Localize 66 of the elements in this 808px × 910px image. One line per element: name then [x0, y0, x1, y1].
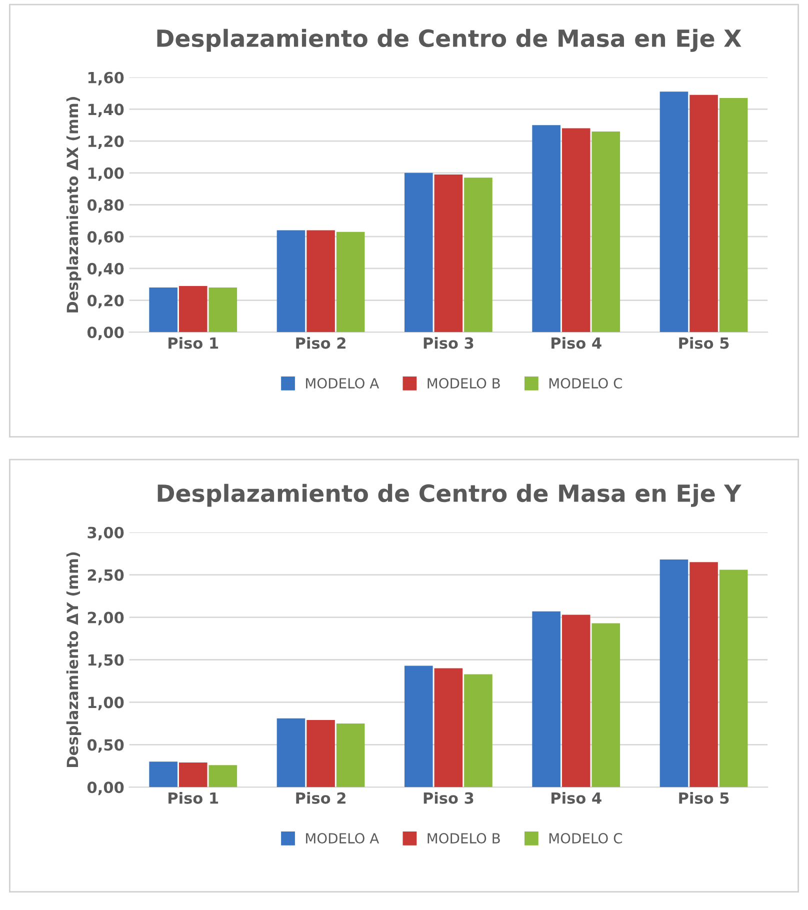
bar	[404, 666, 433, 788]
y-tick-label: 0,00	[87, 782, 124, 796]
y-tick-label: 2,00	[88, 612, 124, 626]
chart-title: Desplazamiento de Centro de Masa en Eje Y	[158, 484, 742, 507]
bar	[592, 131, 620, 332]
bar	[208, 765, 238, 788]
bar	[562, 614, 590, 788]
legend-label: MODELO B	[428, 378, 500, 389]
bar	[719, 98, 748, 332]
x-tick-label: Piso 3	[424, 337, 474, 349]
y-tick-label: 1,20	[88, 136, 124, 150]
y-tick-label: 0,40	[87, 262, 124, 276]
bar	[208, 288, 238, 332]
bar	[336, 723, 365, 788]
bar	[690, 94, 718, 332]
bar	[149, 762, 178, 788]
legend-label: MODELO A	[306, 833, 380, 844]
y-tick-label: 0,00	[87, 326, 124, 340]
bar	[306, 230, 335, 332]
bar	[532, 611, 560, 788]
chart-title: Desplazamiento de Centro de Masa en Eje X	[157, 28, 742, 52]
x-tick-label: Piso 1	[168, 337, 218, 349]
y-tick-label: 1,40	[88, 104, 124, 118]
x-tick-label: Piso 5	[679, 337, 729, 349]
bar	[690, 562, 718, 788]
y-tick-label: 1,50	[88, 654, 124, 668]
y-axis-title: Desplazamiento ΔX (mm)	[66, 97, 82, 312]
y-tick-label: 0,60	[87, 231, 124, 245]
bar	[660, 560, 688, 788]
y-tick-label: 3,00	[88, 526, 124, 540]
x-tick-label: Piso 5	[679, 792, 729, 804]
x-tick-label: Piso 4	[552, 792, 602, 804]
legend-label: MODELO C	[549, 378, 622, 389]
bar	[306, 720, 335, 788]
bar	[562, 128, 590, 332]
bar	[404, 172, 433, 332]
y-tick-label: 1,60	[88, 72, 124, 86]
x-tick-label: Piso 1	[168, 792, 218, 804]
x-tick-label: Piso 2	[296, 792, 346, 804]
legend-label: MODELO C	[549, 833, 622, 844]
legend-label: MODELO A	[306, 378, 380, 389]
bar	[532, 125, 560, 332]
legend-label: MODELO B	[428, 833, 500, 844]
y-tick-label: 1,00	[88, 696, 124, 710]
bar	[178, 762, 208, 788]
y-axis-title: Desplazamiento ΔY (mm)	[66, 552, 82, 768]
bar	[178, 286, 208, 332]
bar	[434, 668, 463, 788]
bar	[464, 674, 492, 788]
bar	[149, 288, 178, 332]
bar	[719, 570, 748, 788]
x-tick-label: Piso 3	[424, 792, 474, 804]
bar	[276, 230, 306, 332]
y-tick-label: 0,20	[87, 294, 124, 308]
x-tick-label: Piso 4	[552, 337, 602, 349]
y-tick-label: 2,50	[88, 569, 124, 583]
bar	[592, 623, 620, 788]
bar	[336, 232, 365, 332]
x-tick-label: Piso 2	[296, 337, 346, 349]
bar	[276, 718, 306, 788]
bar	[464, 178, 492, 332]
bar	[660, 92, 688, 332]
y-tick-label: 1,00	[88, 167, 124, 181]
y-tick-label: 0,50	[87, 739, 124, 753]
bar	[434, 174, 463, 332]
y-tick-label: 0,80	[87, 199, 124, 213]
